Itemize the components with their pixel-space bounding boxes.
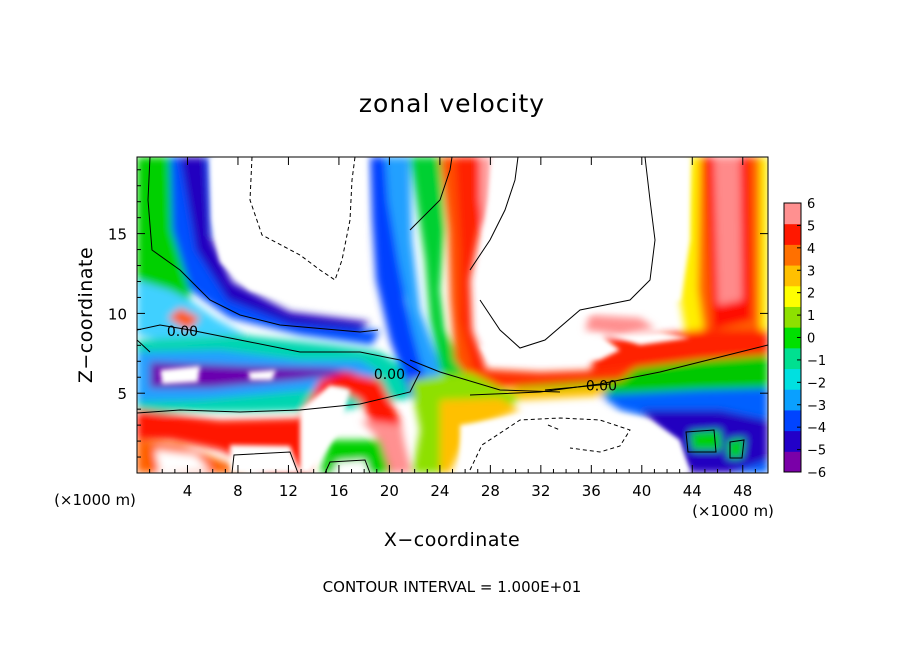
colorbar-swatch	[784, 244, 801, 266]
x-tick-label: 28	[481, 482, 500, 500]
x-tick-label: 16	[329, 482, 348, 500]
colorbar-swatch	[784, 223, 801, 245]
x-tick-label: 12	[279, 482, 298, 500]
x-tick-label: 24	[430, 482, 449, 500]
x-tick-label: 20	[380, 482, 399, 500]
colorbar-tick-label: 6	[807, 197, 815, 212]
contour-label: 0.00	[167, 324, 198, 340]
contour-label: 0.00	[374, 367, 405, 383]
x-tick-label: 36	[582, 482, 601, 500]
contour-interval-note: CONTOUR INTERVAL = 1.000E+01	[323, 578, 582, 596]
colorbar-tick-label: 3	[807, 264, 815, 279]
x-tick-label: 32	[531, 482, 550, 500]
colorbar-swatch	[784, 368, 801, 390]
contour-labels: 0.00 0.00 0.00	[167, 324, 617, 394]
colorbar-tick-label: 1	[807, 309, 815, 324]
colorbar: 6 5 4 3 2 1 0 −1 −2 −3 −4 −5 −6	[783, 197, 826, 481]
x-tick-label: 44	[683, 482, 702, 500]
x-tick-label: 8	[233, 482, 243, 500]
y-tick-label: 5	[117, 385, 127, 403]
chart-title: zonal velocity	[359, 89, 545, 118]
colorbar-tick-label: −1	[807, 354, 826, 369]
colorbar-tick-label: −3	[807, 399, 826, 414]
x-tick-label: 40	[632, 482, 651, 500]
colorbar-swatch	[784, 285, 801, 307]
contour-label: 0.00	[586, 378, 617, 394]
colorbar-tick-label: −6	[807, 466, 826, 481]
colorbar-tick-label: −4	[807, 421, 826, 436]
plot-area	[137, 157, 768, 473]
colorbar-tick-label: 4	[807, 242, 815, 257]
colorbar-swatch	[784, 389, 801, 411]
x-unit-right: (×1000 m)	[692, 502, 774, 520]
colorbar-swatch	[784, 265, 801, 287]
x-unit-left: (×1000 m)	[54, 491, 136, 509]
y-tick-label: 10	[108, 305, 127, 323]
y-axis: 5 10 15	[108, 169, 768, 458]
colorbar-swatch	[784, 306, 801, 328]
y-axis-label: Z−coordinate	[75, 247, 97, 383]
colorbar-tick-label: −2	[807, 376, 826, 391]
colorbar-tick-label: −5	[807, 444, 826, 459]
colorbar-swatch	[784, 327, 801, 349]
colorbar-tick-label: 2	[807, 287, 815, 302]
colorbar-swatch	[784, 409, 801, 432]
x-tick-label: 48	[733, 482, 752, 500]
x-axis: 4 8 12 16 20 24 28 32 36 40 44 48	[149, 157, 756, 500]
colorbar-swatch	[784, 451, 801, 473]
colorbar-swatch	[784, 430, 801, 452]
x-axis-label: X−coordinate	[384, 529, 520, 551]
colorbar-tick-label: 0	[807, 332, 815, 347]
y-tick-label: 15	[108, 226, 127, 244]
colorbar-swatch	[784, 347, 801, 370]
colorbar-swatch	[784, 203, 801, 225]
x-tick-label: 4	[183, 482, 193, 500]
colorbar-tick-label: 5	[807, 219, 815, 234]
